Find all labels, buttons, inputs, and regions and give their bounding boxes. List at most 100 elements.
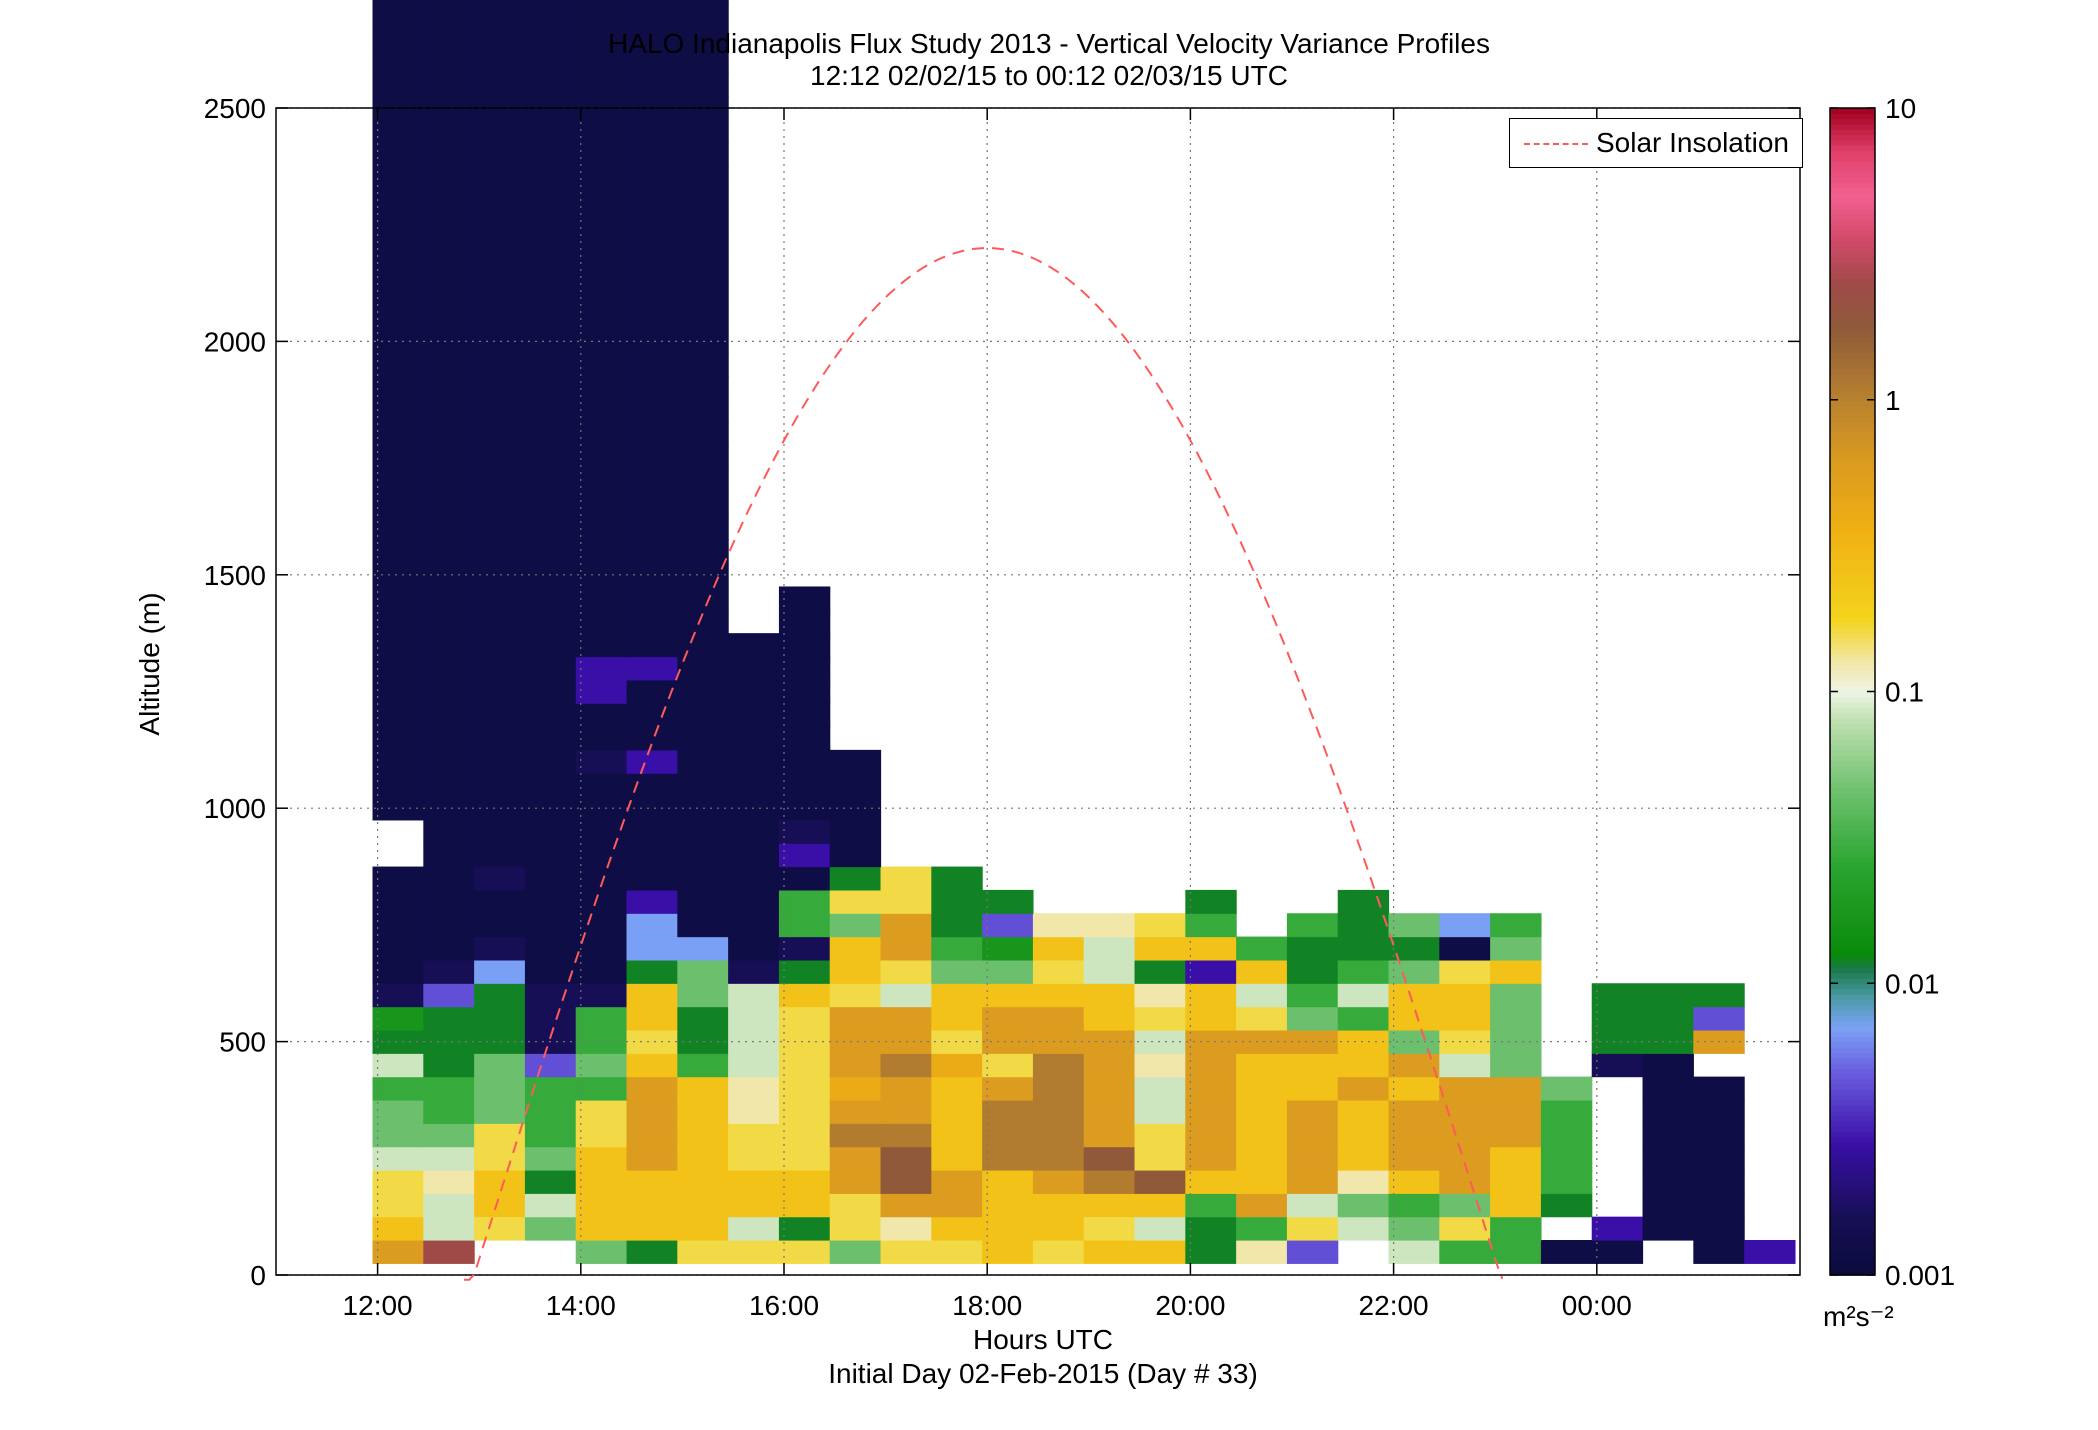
heatmap-cell — [423, 283, 475, 307]
heatmap-cell — [626, 586, 678, 611]
heatmap-cell — [677, 703, 729, 728]
heatmap-cell — [524, 213, 577, 237]
colorbar-segment — [1830, 808, 1875, 815]
heatmap-cell — [524, 72, 577, 97]
heatmap-cell — [626, 306, 678, 331]
heatmap-cell — [1337, 1146, 1390, 1171]
heatmap-cell — [372, 959, 424, 984]
heatmap-cell — [1286, 983, 1339, 1008]
heatmap-cell — [626, 796, 678, 821]
colorbar-segment — [1830, 1174, 1875, 1181]
heatmap-cell — [1490, 1099, 1542, 1124]
heatmap-cell — [474, 633, 526, 658]
heatmap-cell — [931, 1239, 983, 1264]
heatmap-cell — [1286, 1169, 1339, 1194]
heatmap-cell — [474, 469, 526, 494]
colorbar-segment — [1830, 675, 1875, 682]
heatmap-cell — [1185, 913, 1237, 938]
colorbar-segment — [1830, 399, 1875, 406]
heatmap-cell — [931, 1169, 983, 1194]
heatmap-cell — [423, 703, 475, 728]
colorbar-segment — [1830, 1190, 1875, 1197]
heatmap-cell — [626, 143, 678, 167]
colorbar-segment — [1830, 999, 1875, 1006]
heatmap-cell — [372, 283, 424, 307]
heatmap-cell — [728, 1123, 780, 1148]
colorbar-segment — [1830, 516, 1875, 523]
colorbar-segment — [1830, 277, 1875, 284]
colorbar-segment — [1830, 330, 1875, 337]
heatmap-cell — [829, 866, 882, 891]
colorbar-segment — [1830, 537, 1875, 544]
heatmap-cell — [1591, 1216, 1644, 1241]
heatmap-cell — [626, 469, 678, 494]
heatmap-cell — [931, 1029, 983, 1054]
heatmap-cell — [575, 446, 628, 471]
heatmap-cell — [1693, 1146, 1745, 1171]
heatmap-cell — [1236, 1169, 1288, 1194]
colorbar-segment — [1830, 924, 1875, 931]
heatmap-cell — [1490, 1193, 1542, 1218]
heatmap-cell — [778, 936, 831, 961]
heatmap-cell — [728, 1216, 780, 1241]
heatmap-cell — [931, 889, 983, 914]
colorbar-segment — [1830, 182, 1875, 189]
legend: Solar Insolation — [1509, 118, 1803, 168]
colorbar-segment — [1830, 1237, 1875, 1244]
heatmap-cell — [626, 936, 678, 961]
heatmap-cell — [575, 493, 628, 518]
heatmap-cell — [575, 1076, 628, 1101]
heatmap-cell — [626, 213, 678, 237]
heatmap-cell — [1032, 983, 1085, 1008]
heatmap-cell — [524, 143, 577, 167]
colorbar-segment — [1830, 977, 1875, 984]
heatmap-cell — [931, 959, 983, 984]
colorbar-segment — [1830, 962, 1875, 969]
colorbar-tick-label: 0.001 — [1885, 1260, 1955, 1291]
colorbar-segment — [1830, 283, 1875, 290]
heatmap-cell — [931, 913, 983, 938]
heatmap-cell — [1236, 1053, 1288, 1078]
heatmap-cell — [728, 889, 780, 914]
heatmap-cell — [474, 259, 526, 284]
heatmap-cell — [524, 166, 577, 191]
heatmap-cell — [423, 353, 475, 378]
heatmap-cell — [677, 1146, 729, 1171]
heatmap-cell — [829, 1076, 882, 1101]
colorbar-segment — [1830, 749, 1875, 756]
colorbar-segment — [1830, 654, 1875, 661]
heatmap-cell — [626, 726, 678, 751]
colorbar-segment — [1830, 357, 1875, 364]
colorbar-segment — [1830, 405, 1875, 412]
heatmap-cell — [372, 866, 424, 891]
colorbar-segment — [1830, 251, 1875, 258]
heatmap-cell — [474, 609, 526, 634]
heatmap-cell — [728, 959, 780, 984]
heatmap-cell — [474, 329, 526, 354]
heatmap-cell — [677, 166, 729, 191]
heatmap-cell — [474, 889, 526, 914]
heatmap-cell — [778, 983, 831, 1008]
heatmap-cell — [1388, 1146, 1440, 1171]
colorbar-segment — [1830, 686, 1875, 693]
heatmap-cell — [524, 446, 577, 471]
heatmap-cell — [1286, 1099, 1339, 1124]
heatmap-cell — [778, 1169, 831, 1194]
heatmap-cell — [677, 913, 729, 938]
heatmap-cell — [931, 1193, 983, 1218]
heatmap-cell — [524, 959, 577, 984]
heatmap-cell — [1439, 1146, 1491, 1171]
heatmap-cell — [829, 959, 882, 984]
heatmap-cell — [423, 959, 475, 984]
heatmap-cell — [524, 1216, 577, 1241]
heatmap-cell — [829, 749, 882, 774]
heatmap-cell — [423, 259, 475, 284]
heatmap-cell — [1286, 1076, 1339, 1101]
colorbar-segment — [1830, 861, 1875, 868]
heatmap-cell — [778, 1053, 831, 1078]
heatmap-cell — [423, 1169, 475, 1194]
heatmap-cell — [880, 913, 932, 938]
heatmap-cell — [524, 236, 577, 261]
heatmap-cell — [728, 1053, 780, 1078]
colorbar-segment — [1830, 712, 1875, 719]
